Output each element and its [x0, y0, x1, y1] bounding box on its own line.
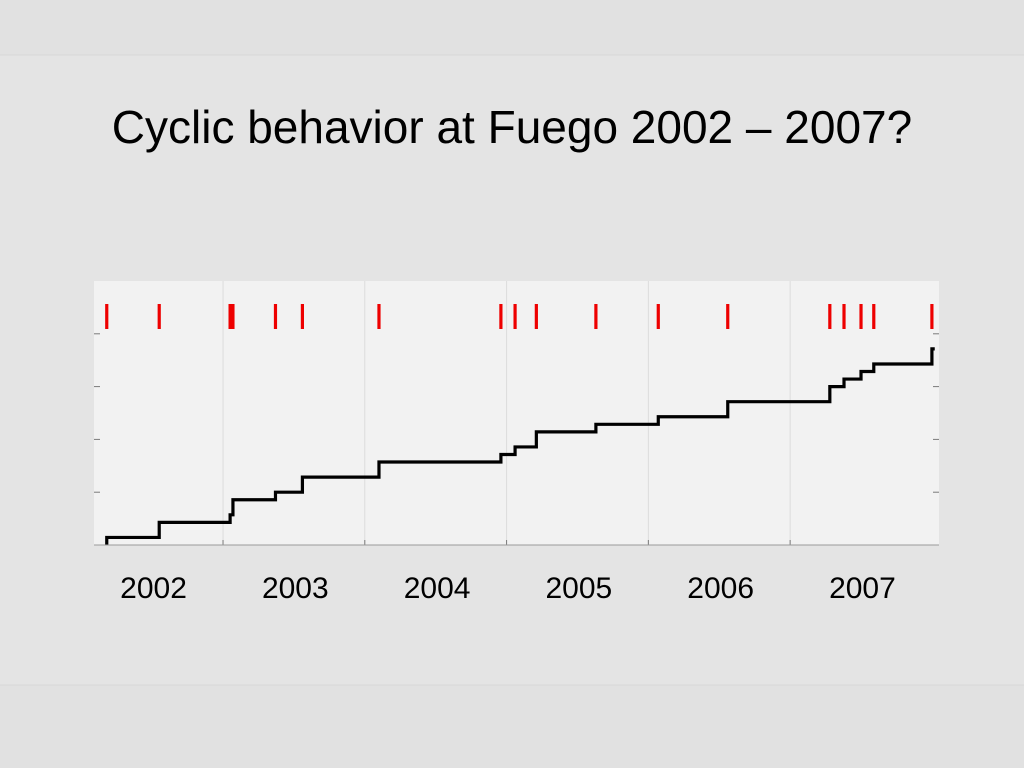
cumulative-step-line — [105, 347, 935, 545]
x-tick-label: 2007 — [829, 572, 896, 605]
x-tick-label: 2004 — [404, 572, 471, 605]
y-ticks — [94, 333, 939, 493]
x-tick-labels: 2002 2003 2004 2005 2006 2007 — [120, 572, 896, 605]
x-tick-label: 2006 — [687, 572, 754, 605]
event-markers — [105, 304, 934, 329]
x-tick-label: 2002 — [120, 572, 187, 605]
slide-title: Cyclic behavior at Fuego 2002 – 2007? — [111, 101, 913, 153]
x-tick-label: 2003 — [262, 572, 329, 605]
x-tick-label: 2005 — [546, 572, 613, 605]
x-gridlines — [222, 281, 791, 545]
